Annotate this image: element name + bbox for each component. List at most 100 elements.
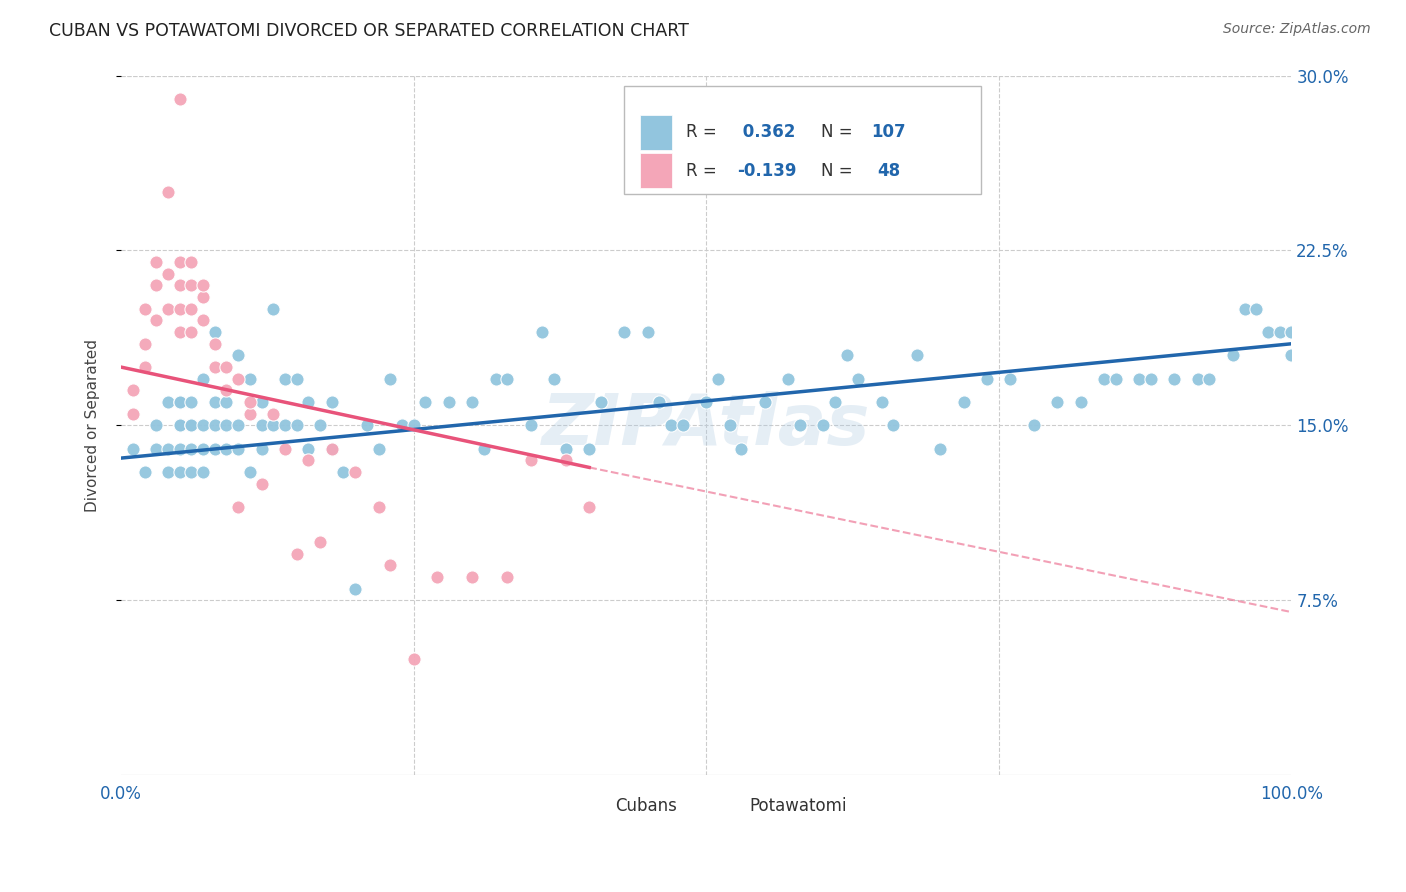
- Point: [169, 442, 191, 456]
- Point: [344, 582, 367, 596]
- Point: [180, 442, 202, 456]
- Point: [929, 442, 952, 456]
- Point: [391, 418, 413, 433]
- Point: [648, 395, 671, 409]
- Point: [169, 278, 191, 293]
- Text: R =: R =: [686, 123, 723, 141]
- Text: 0.362: 0.362: [737, 123, 794, 141]
- Point: [380, 372, 402, 386]
- Point: [169, 301, 191, 316]
- Point: [1140, 372, 1163, 386]
- Point: [215, 360, 238, 375]
- Text: Potawatomi: Potawatomi: [749, 797, 846, 815]
- Point: [180, 255, 202, 269]
- Point: [239, 395, 262, 409]
- Text: N =: N =: [821, 123, 858, 141]
- Point: [156, 395, 179, 409]
- Point: [332, 465, 354, 479]
- Point: [1046, 395, 1069, 409]
- Point: [1092, 372, 1115, 386]
- Point: [226, 418, 249, 433]
- Point: [309, 535, 332, 549]
- Point: [367, 500, 389, 514]
- Point: [169, 418, 191, 433]
- Point: [637, 325, 659, 339]
- Point: [813, 418, 835, 433]
- Point: [321, 395, 343, 409]
- Point: [169, 418, 191, 433]
- Point: [1233, 301, 1256, 316]
- Point: [297, 442, 319, 456]
- Point: [297, 395, 319, 409]
- Point: [180, 418, 202, 433]
- Point: [226, 348, 249, 362]
- Point: [191, 372, 214, 386]
- Point: [754, 395, 776, 409]
- Point: [204, 336, 226, 351]
- Point: [1070, 395, 1092, 409]
- Point: [156, 442, 179, 456]
- Point: [169, 92, 191, 106]
- Point: [239, 465, 262, 479]
- Point: [274, 442, 297, 456]
- Point: [121, 407, 143, 421]
- Text: 107: 107: [872, 123, 905, 141]
- Point: [297, 453, 319, 467]
- Y-axis label: Divorced or Separated: Divorced or Separated: [86, 339, 100, 512]
- Point: [180, 418, 202, 433]
- Point: [204, 442, 226, 456]
- Point: [519, 418, 541, 433]
- Point: [730, 442, 752, 456]
- Point: [180, 301, 202, 316]
- Point: [250, 442, 273, 456]
- Point: [659, 418, 682, 433]
- Point: [204, 395, 226, 409]
- Point: [976, 372, 998, 386]
- Point: [215, 442, 238, 456]
- Point: [589, 395, 612, 409]
- Point: [215, 384, 238, 398]
- Point: [870, 395, 893, 409]
- Point: [402, 418, 425, 433]
- Text: CUBAN VS POTAWATOMI DIVORCED OR SEPARATED CORRELATION CHART: CUBAN VS POTAWATOMI DIVORCED OR SEPARATE…: [49, 22, 689, 40]
- Point: [156, 301, 179, 316]
- FancyBboxPatch shape: [700, 791, 735, 821]
- Point: [215, 395, 238, 409]
- Point: [1187, 372, 1209, 386]
- Point: [169, 255, 191, 269]
- Point: [789, 418, 811, 433]
- FancyBboxPatch shape: [640, 115, 672, 150]
- Point: [204, 418, 226, 433]
- Text: Source: ZipAtlas.com: Source: ZipAtlas.com: [1223, 22, 1371, 37]
- Text: ZIPAtlas: ZIPAtlas: [541, 391, 870, 460]
- Point: [1128, 372, 1150, 386]
- Text: -0.139: -0.139: [737, 161, 796, 179]
- Point: [250, 476, 273, 491]
- Point: [250, 395, 273, 409]
- Text: Cubans: Cubans: [614, 797, 676, 815]
- Point: [134, 360, 156, 375]
- Point: [156, 465, 179, 479]
- Point: [1105, 372, 1128, 386]
- Point: [285, 372, 308, 386]
- Point: [613, 325, 636, 339]
- Point: [321, 442, 343, 456]
- Text: N =: N =: [821, 161, 863, 179]
- FancyBboxPatch shape: [565, 791, 600, 821]
- Point: [461, 570, 484, 584]
- Point: [169, 325, 191, 339]
- Text: R =: R =: [686, 161, 723, 179]
- Point: [274, 418, 297, 433]
- Point: [191, 465, 214, 479]
- Point: [718, 418, 741, 433]
- Point: [426, 570, 449, 584]
- Point: [402, 651, 425, 665]
- Point: [180, 325, 202, 339]
- Point: [215, 418, 238, 433]
- Point: [145, 418, 167, 433]
- Point: [1257, 325, 1279, 339]
- Point: [121, 442, 143, 456]
- Point: [519, 453, 541, 467]
- Point: [1222, 348, 1244, 362]
- Point: [191, 290, 214, 304]
